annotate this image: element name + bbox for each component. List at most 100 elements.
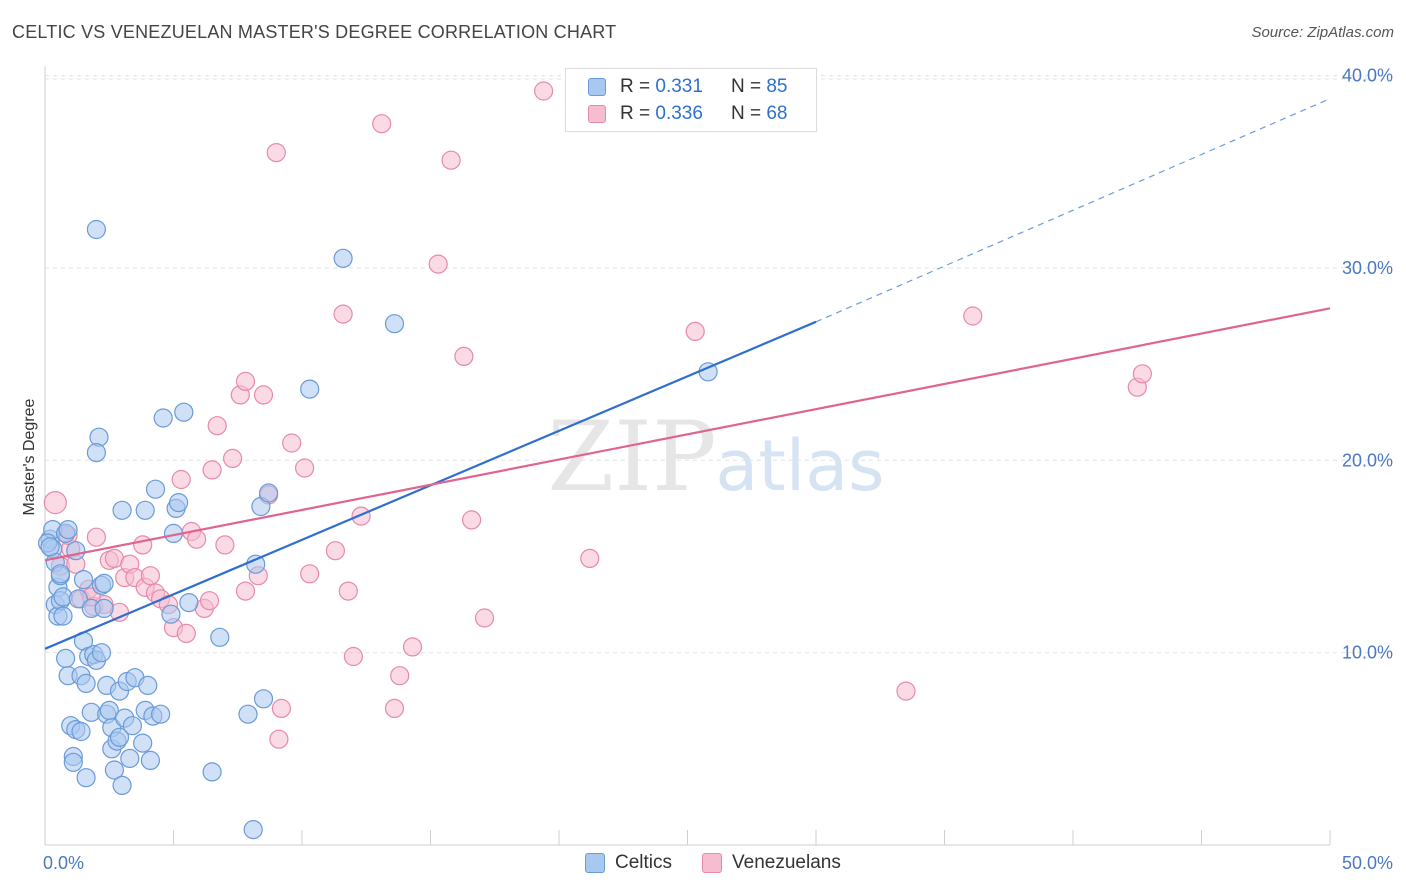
venezuelans-points [43, 81, 1153, 749]
venezuelans-point [43, 491, 67, 515]
venezuelans-point [271, 698, 291, 719]
celtics-point [104, 760, 125, 780]
celtics-point [109, 727, 130, 747]
legend-item-celtics[interactable]: Celtics [585, 852, 672, 874]
venezuelans-point [133, 535, 153, 555]
venezuelans-point [338, 581, 358, 601]
legend-row-venezuelans: R = 0.336 N = 68 [588, 102, 787, 126]
celtics-point [66, 541, 86, 561]
y-axis-label: Master's Degree [21, 398, 38, 515]
y-tick-label: 10.0% [1342, 643, 1393, 663]
celtics-point [63, 752, 83, 772]
celtics-point [73, 569, 94, 590]
celtics-trend-extension [815, 98, 1331, 323]
celtics-point [76, 673, 96, 694]
celtics-point [91, 643, 112, 663]
venezuelans-r-value: 0.336 [655, 103, 703, 124]
venezuelans-swatch [588, 105, 606, 123]
celtics-points [37, 219, 718, 840]
celtics-point [58, 519, 78, 540]
x-tick-label-start: 0.0% [43, 853, 84, 873]
venezuelans-point [454, 346, 474, 366]
y-tick-label: 20.0% [1342, 450, 1393, 470]
celtics-point [40, 537, 60, 557]
venezuelans-point [402, 637, 423, 657]
celtics-point [55, 648, 76, 669]
venezuelans-point [462, 510, 482, 530]
tick-labels: 10.0% 20.0% 30.0% 40.0% 0.0% 50.0% [43, 66, 1393, 873]
celtics-point [151, 704, 171, 724]
celtics-swatch [588, 78, 606, 96]
y-tick-label: 40.0% [1342, 66, 1393, 86]
venezuelans-point [176, 623, 196, 644]
celtics-legend-swatch [585, 853, 605, 873]
celtics-point [384, 314, 405, 334]
celtics-point [259, 483, 279, 503]
celtics-point [138, 675, 158, 696]
celtics-point [135, 500, 155, 520]
celtics-point [253, 689, 274, 709]
celtics-r-value: 0.331 [655, 76, 703, 97]
venezuelans-legend-label: Venezuelans [732, 852, 841, 873]
legend-item-venezuelans[interactable]: Venezuelans [702, 852, 841, 874]
celtics-point [86, 443, 107, 463]
venezuelans-point [372, 114, 392, 134]
celtics-point [333, 248, 353, 268]
celtics-r-label: R = [620, 76, 651, 97]
celtics-point [169, 493, 189, 513]
venezuelans-point [171, 469, 191, 490]
venezuelans-point [343, 646, 363, 667]
venezuelans-point [295, 458, 315, 478]
venezuelans-point [140, 566, 160, 586]
venezuelans-point [1132, 364, 1153, 384]
venezuelans-point [896, 681, 916, 701]
venezuelans-n-value: 68 [766, 103, 788, 124]
celtics-n-value: 85 [766, 76, 788, 97]
venezuelans-point [963, 306, 983, 326]
venezuelans-point [199, 591, 220, 611]
celtics-point [120, 748, 140, 769]
celtics-point [112, 500, 132, 520]
venezuelans-point [390, 666, 410, 686]
celtics-point [145, 479, 166, 499]
venezuelans-point [235, 581, 256, 601]
venezuelans-point [215, 535, 235, 555]
stats-legend: R = 0.331 N = 85 R = 0.336 N = 68 [565, 68, 817, 132]
celtics-point [161, 604, 181, 624]
celtics-point [238, 704, 258, 724]
venezuelans-point [269, 729, 289, 749]
celtics-n-label: N = [730, 76, 762, 97]
venezuelans-point [441, 150, 461, 170]
venezuelans-point [282, 433, 302, 453]
venezuelans-point [202, 460, 222, 480]
celtics-point [133, 733, 153, 753]
celtics-point [86, 219, 107, 240]
celtics-point [202, 762, 222, 782]
celtics-point [53, 606, 73, 626]
celtics-point [210, 627, 230, 647]
chart-title: CELTIC VS VENEZUELAN MASTER'S DEGREE COR… [12, 22, 617, 42]
watermark-atlas: atlas [715, 425, 884, 507]
celtics-point [122, 716, 142, 736]
celtics-point [179, 592, 199, 613]
venezuelans-trend-line [44, 307, 1331, 562]
venezuelans-point [351, 506, 371, 526]
celtics-point [71, 721, 91, 742]
venezuelans-point [428, 254, 448, 274]
series-legend: Celtics Venezuelans [585, 852, 871, 874]
venezuelans-point [223, 448, 243, 468]
venezuelans-n-label: N = [730, 103, 762, 124]
celtics-point [300, 379, 320, 399]
venezuelans-point [384, 698, 405, 719]
celtics-point [153, 408, 173, 428]
venezuelans-point [253, 385, 274, 405]
legend-row-celtics: R = 0.331 N = 85 [588, 75, 787, 99]
trend-lines [44, 98, 1331, 650]
celtics-point [68, 589, 89, 609]
venezuelans-point [266, 143, 286, 163]
celtics-point [50, 564, 71, 584]
celtics-point [243, 819, 263, 840]
celtics-point [76, 768, 96, 788]
axes [44, 66, 1331, 846]
